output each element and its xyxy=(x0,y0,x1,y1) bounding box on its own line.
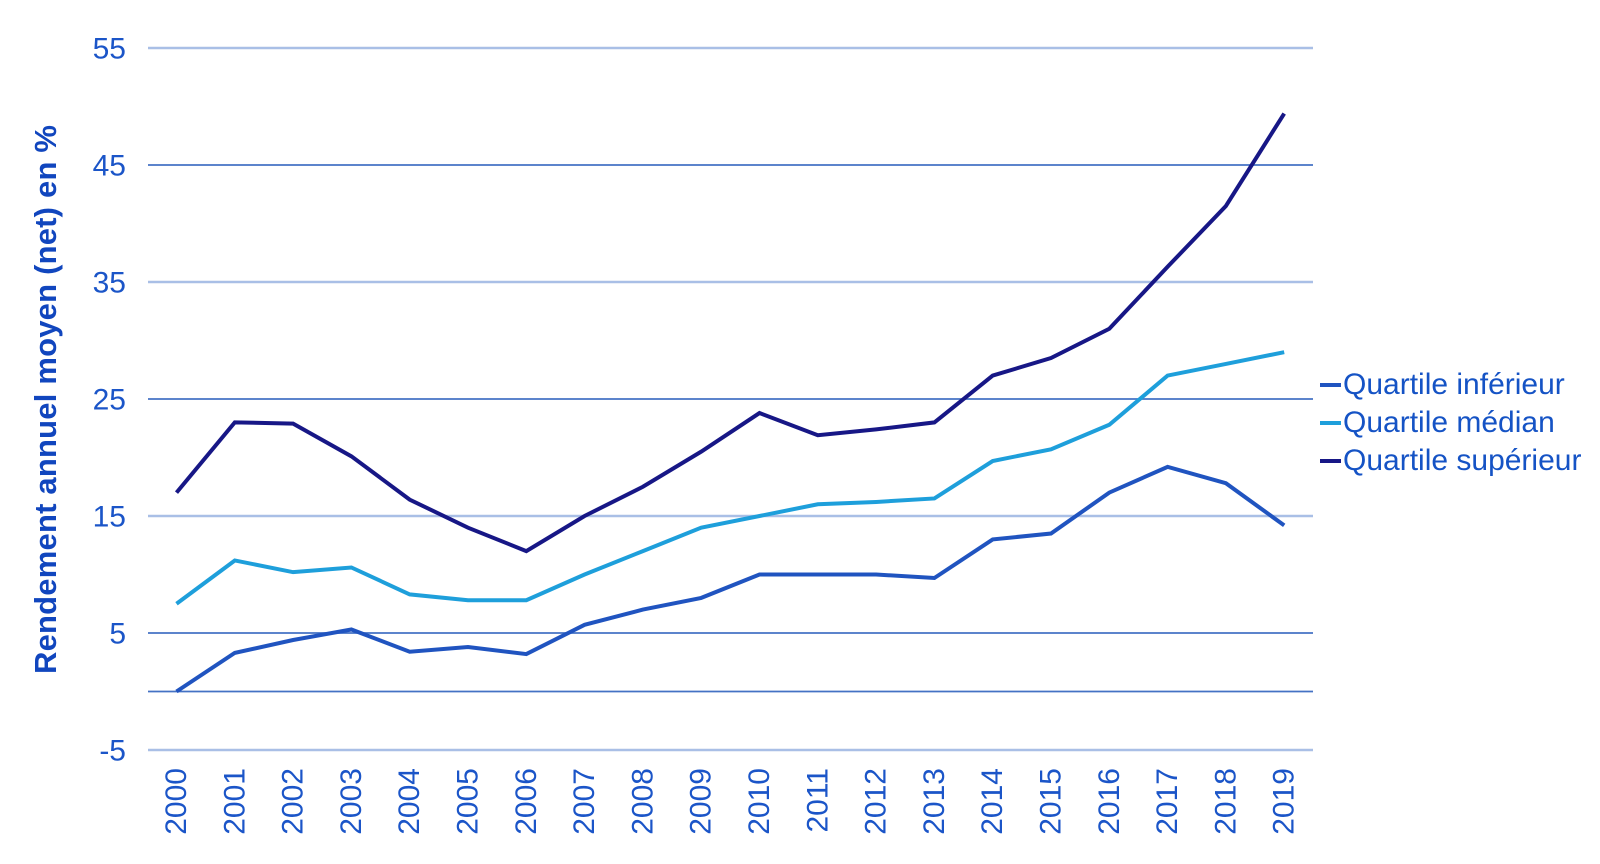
x-tick-group-2013: 2013 xyxy=(918,768,951,835)
x-tick-group-2006: 2006 xyxy=(510,768,543,835)
y-tick-25: 25 xyxy=(93,384,126,417)
legend-item-quartile-inferieur: Quartile inférieur xyxy=(1320,366,1581,404)
x-tick-group-2011: 2011 xyxy=(801,768,834,833)
legend-marker-quartile-median xyxy=(1320,421,1341,425)
x-tick-2019: 2019 xyxy=(1268,768,1301,835)
x-tick-2000: 2000 xyxy=(160,768,193,835)
x-tick-group-2001: 2001 xyxy=(218,768,251,835)
x-tick-2009: 2009 xyxy=(685,768,718,835)
x-tick-group-2002: 2002 xyxy=(277,768,310,835)
y-tick-5: 5 xyxy=(109,618,126,651)
x-tick-group-2019: 2019 xyxy=(1268,768,1301,835)
series-line-quartile-inferieur xyxy=(175,464,1286,694)
x-tick-2012: 2012 xyxy=(860,768,893,835)
x-tick-group-2000: 2000 xyxy=(160,768,193,835)
x-tick-2007: 2007 xyxy=(568,768,601,835)
series-line-quartile-median xyxy=(175,350,1285,606)
x-tick-2010: 2010 xyxy=(743,768,776,835)
x-tick-2014: 2014 xyxy=(976,768,1009,835)
x-tick-2017: 2017 xyxy=(1151,768,1184,835)
legend-item-quartile-median: Quartile médian xyxy=(1320,404,1581,442)
x-tick-group-2008: 2008 xyxy=(626,768,659,835)
x-tick-2011: 2011 xyxy=(801,768,834,833)
x-tick-group-2014: 2014 xyxy=(976,768,1009,835)
y-tick-55: 55 xyxy=(93,33,126,66)
legend-marker-quartile-superieur xyxy=(1320,459,1341,463)
y-tick--5: -5 xyxy=(99,735,126,768)
x-tick-2015: 2015 xyxy=(1035,768,1068,835)
legend-label: Quartile supérieur xyxy=(1343,444,1582,477)
legend-label: Quartile médian xyxy=(1343,406,1555,439)
x-tick-2005: 2005 xyxy=(452,768,485,835)
x-tick-2001: 2001 xyxy=(218,768,251,835)
x-tick-2013: 2013 xyxy=(918,768,951,835)
x-tick-group-2009: 2009 xyxy=(685,768,718,835)
x-tick-2004: 2004 xyxy=(393,768,426,835)
x-tick-2016: 2016 xyxy=(1093,768,1126,835)
x-tick-group-2004: 2004 xyxy=(393,768,426,835)
y-tick-45: 45 xyxy=(93,150,126,183)
x-tick-group-2016: 2016 xyxy=(1093,768,1126,835)
x-tick-group-2005: 2005 xyxy=(452,768,485,835)
x-tick-group-2015: 2015 xyxy=(1035,768,1068,835)
y-tick-15: 15 xyxy=(93,501,126,534)
x-tick-group-2003: 2003 xyxy=(335,768,368,835)
x-tick-group-2012: 2012 xyxy=(860,768,893,835)
x-tick-group-2007: 2007 xyxy=(568,768,601,835)
x-tick-2018: 2018 xyxy=(1209,768,1242,835)
legend-item-quartile-superieur: Quartile supérieur xyxy=(1320,442,1581,480)
legend-marker-quartile-inferieur xyxy=(1320,383,1341,387)
y-tick-35: 35 xyxy=(93,267,126,300)
legend: Quartile inférieur Quartile médian Quartil… xyxy=(1320,366,1581,480)
x-tick-2008: 2008 xyxy=(626,768,659,835)
series-line-quartile-superieur xyxy=(174,112,1286,554)
x-tick-2002: 2002 xyxy=(277,768,310,835)
x-tick-group-2018: 2018 xyxy=(1209,768,1242,835)
legend-label: Quartile inférieur xyxy=(1343,368,1565,401)
x-tick-2003: 2003 xyxy=(335,768,368,835)
x-tick-group-2010: 2010 xyxy=(743,768,776,835)
x-tick-group-2017: 2017 xyxy=(1151,768,1184,835)
x-tick-2006: 2006 xyxy=(510,768,543,835)
